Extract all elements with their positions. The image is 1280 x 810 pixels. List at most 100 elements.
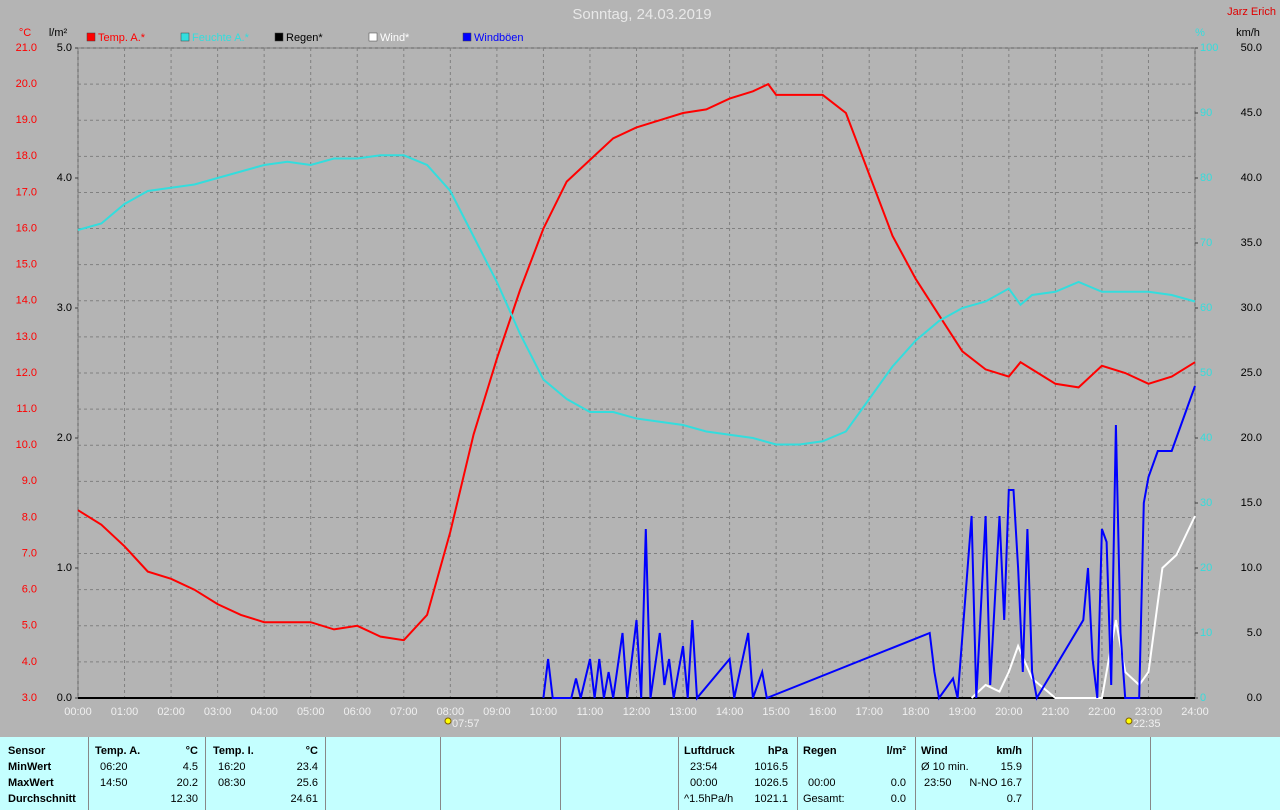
y-tick-label: 11.0: [16, 403, 37, 415]
y-tick-label: 16.0: [16, 222, 37, 234]
y-tick-label: 14.0: [16, 295, 37, 307]
x-tick-label: 08:00: [437, 706, 465, 718]
table-cell: 06:20: [100, 761, 128, 773]
annotation-label: 07:57: [452, 718, 480, 730]
x-tick-label: 22:00: [1088, 706, 1116, 718]
x-tick-label: 03:00: [204, 706, 232, 718]
y-tick-label: 25.0: [1241, 367, 1262, 379]
x-tick-label: 20:00: [995, 706, 1023, 718]
x-tick-label: 24:00: [1181, 706, 1209, 718]
y-tick-label: 9.0: [22, 475, 37, 487]
series-line: [77, 82, 1196, 642]
table-divider: [1032, 737, 1033, 810]
table-cell: MaxWert: [8, 777, 54, 789]
table-divider: [325, 737, 326, 810]
legend-swatch: [180, 32, 190, 42]
chart: Sonntag, 24.03.2019 Jarz Erich °C l/m² %…: [16, 6, 1276, 730]
table-cell: 24.61: [290, 793, 318, 805]
table-cell: 25.6: [296, 777, 318, 789]
y-tick-label: 8.0: [22, 511, 37, 523]
x-tick-label: 18:00: [902, 706, 930, 718]
y-tick-label: 30.0: [1241, 302, 1262, 314]
y-tick-label: 20.0: [16, 78, 37, 90]
table-cell: ^1.5hPa/h: [684, 793, 734, 805]
table-cell: Luftdruck: [684, 745, 735, 757]
y-tick-label: 6.0: [22, 584, 37, 596]
series-line: [542, 385, 1196, 701]
legend-label: Windböen: [474, 32, 524, 44]
y-tick-label: 10.0: [1241, 562, 1262, 574]
y-tick-label: 1.0: [57, 562, 72, 574]
y-tick-label: 50: [1200, 367, 1212, 379]
x-tick-label: 00:00: [64, 706, 92, 718]
x-tick-label: 10:00: [530, 706, 558, 718]
table-cell: 4.5: [182, 761, 198, 773]
y-tick-label: 19.0: [16, 114, 37, 126]
x-tick-label: 15:00: [762, 706, 790, 718]
y-tick-label: 40.0: [1241, 172, 1262, 184]
y-tick-label: 60: [1200, 302, 1212, 314]
table-divider: [440, 737, 441, 810]
x-tick-label: 23:00: [1135, 706, 1163, 718]
legend-label: Regen*: [286, 32, 323, 44]
author: Jarz Erich: [1227, 6, 1276, 18]
y-tick-label: 70: [1200, 237, 1212, 249]
y-tick-label: 2.0: [57, 432, 72, 444]
annotation-marker: [1125, 717, 1133, 725]
y-tick-label: 90: [1200, 107, 1212, 119]
x-tick-label: 13:00: [669, 706, 697, 718]
y-tick-label: 0.0: [57, 692, 72, 704]
y-tick-label: 10.0: [16, 439, 37, 451]
table-cell: Gesamt:: [803, 793, 845, 805]
y-tick-label: 40: [1200, 432, 1212, 444]
series-line: [970, 515, 1196, 699]
table-cell: 23:54: [690, 761, 718, 773]
table-cell: km/h: [996, 745, 1022, 757]
x-tick-label: 11:00: [577, 706, 604, 718]
unit-label: °C: [19, 27, 31, 39]
x-tick-label: 12:00: [623, 706, 651, 718]
y-tick-label: 15.0: [16, 259, 37, 271]
legend-swatch: [368, 32, 378, 42]
table-divider: [560, 737, 561, 810]
unit-label: %: [1195, 27, 1205, 39]
y-tick-label: 13.0: [16, 331, 37, 343]
summary-table: Sensor MinWert MaxWert Durchschnitt Temp. A.…: [0, 737, 1280, 810]
table-cell: Temp. A.: [95, 745, 141, 757]
table-cell: 14:50: [100, 777, 128, 789]
table-cell: Regen: [803, 745, 837, 757]
table-cell: Temp. I.: [213, 745, 254, 757]
y-tick-label: 20.0: [1241, 432, 1262, 444]
table-cell: °C: [305, 745, 318, 757]
table-divider: [1150, 737, 1151, 810]
y-tick-label: 50.0: [1241, 42, 1262, 54]
table-cell: Ø 10 min.: [921, 761, 969, 773]
x-tick-label: 14:00: [716, 706, 744, 718]
table-cell: 08:30: [218, 777, 246, 789]
y-tick-label: 0: [1200, 692, 1206, 704]
table-cell: 0.0: [890, 777, 906, 789]
table-divider: [205, 737, 206, 810]
y-tick-label: 7.0: [22, 547, 37, 559]
y-tick-label: 18.0: [16, 150, 37, 162]
y-tick-label: 21.0: [16, 42, 37, 54]
table-cell: 0.0: [890, 793, 906, 805]
table-divider: [915, 737, 916, 810]
x-tick-label: 21:00: [1042, 706, 1070, 718]
y-tick-label: 5.0: [57, 42, 72, 54]
table-cell: hPa: [767, 745, 788, 757]
y-tick-label: 3.0: [57, 302, 72, 314]
x-tick-label: 19:00: [949, 706, 977, 718]
x-tick-label: 09:00: [483, 706, 511, 718]
table-cell: l/m²: [886, 745, 906, 757]
table-divider: [678, 737, 679, 810]
legend-swatch: [462, 32, 472, 42]
unit-label: km/h: [1236, 27, 1260, 39]
x-tick-label: 07:00: [390, 706, 418, 718]
legend-label: Wind*: [380, 32, 410, 44]
y-tick-label: 5.0: [1247, 627, 1262, 639]
x-tick-label: 17:00: [855, 706, 883, 718]
legend-label: Temp. A.*: [98, 32, 146, 44]
table-cell: 16:20: [218, 761, 246, 773]
